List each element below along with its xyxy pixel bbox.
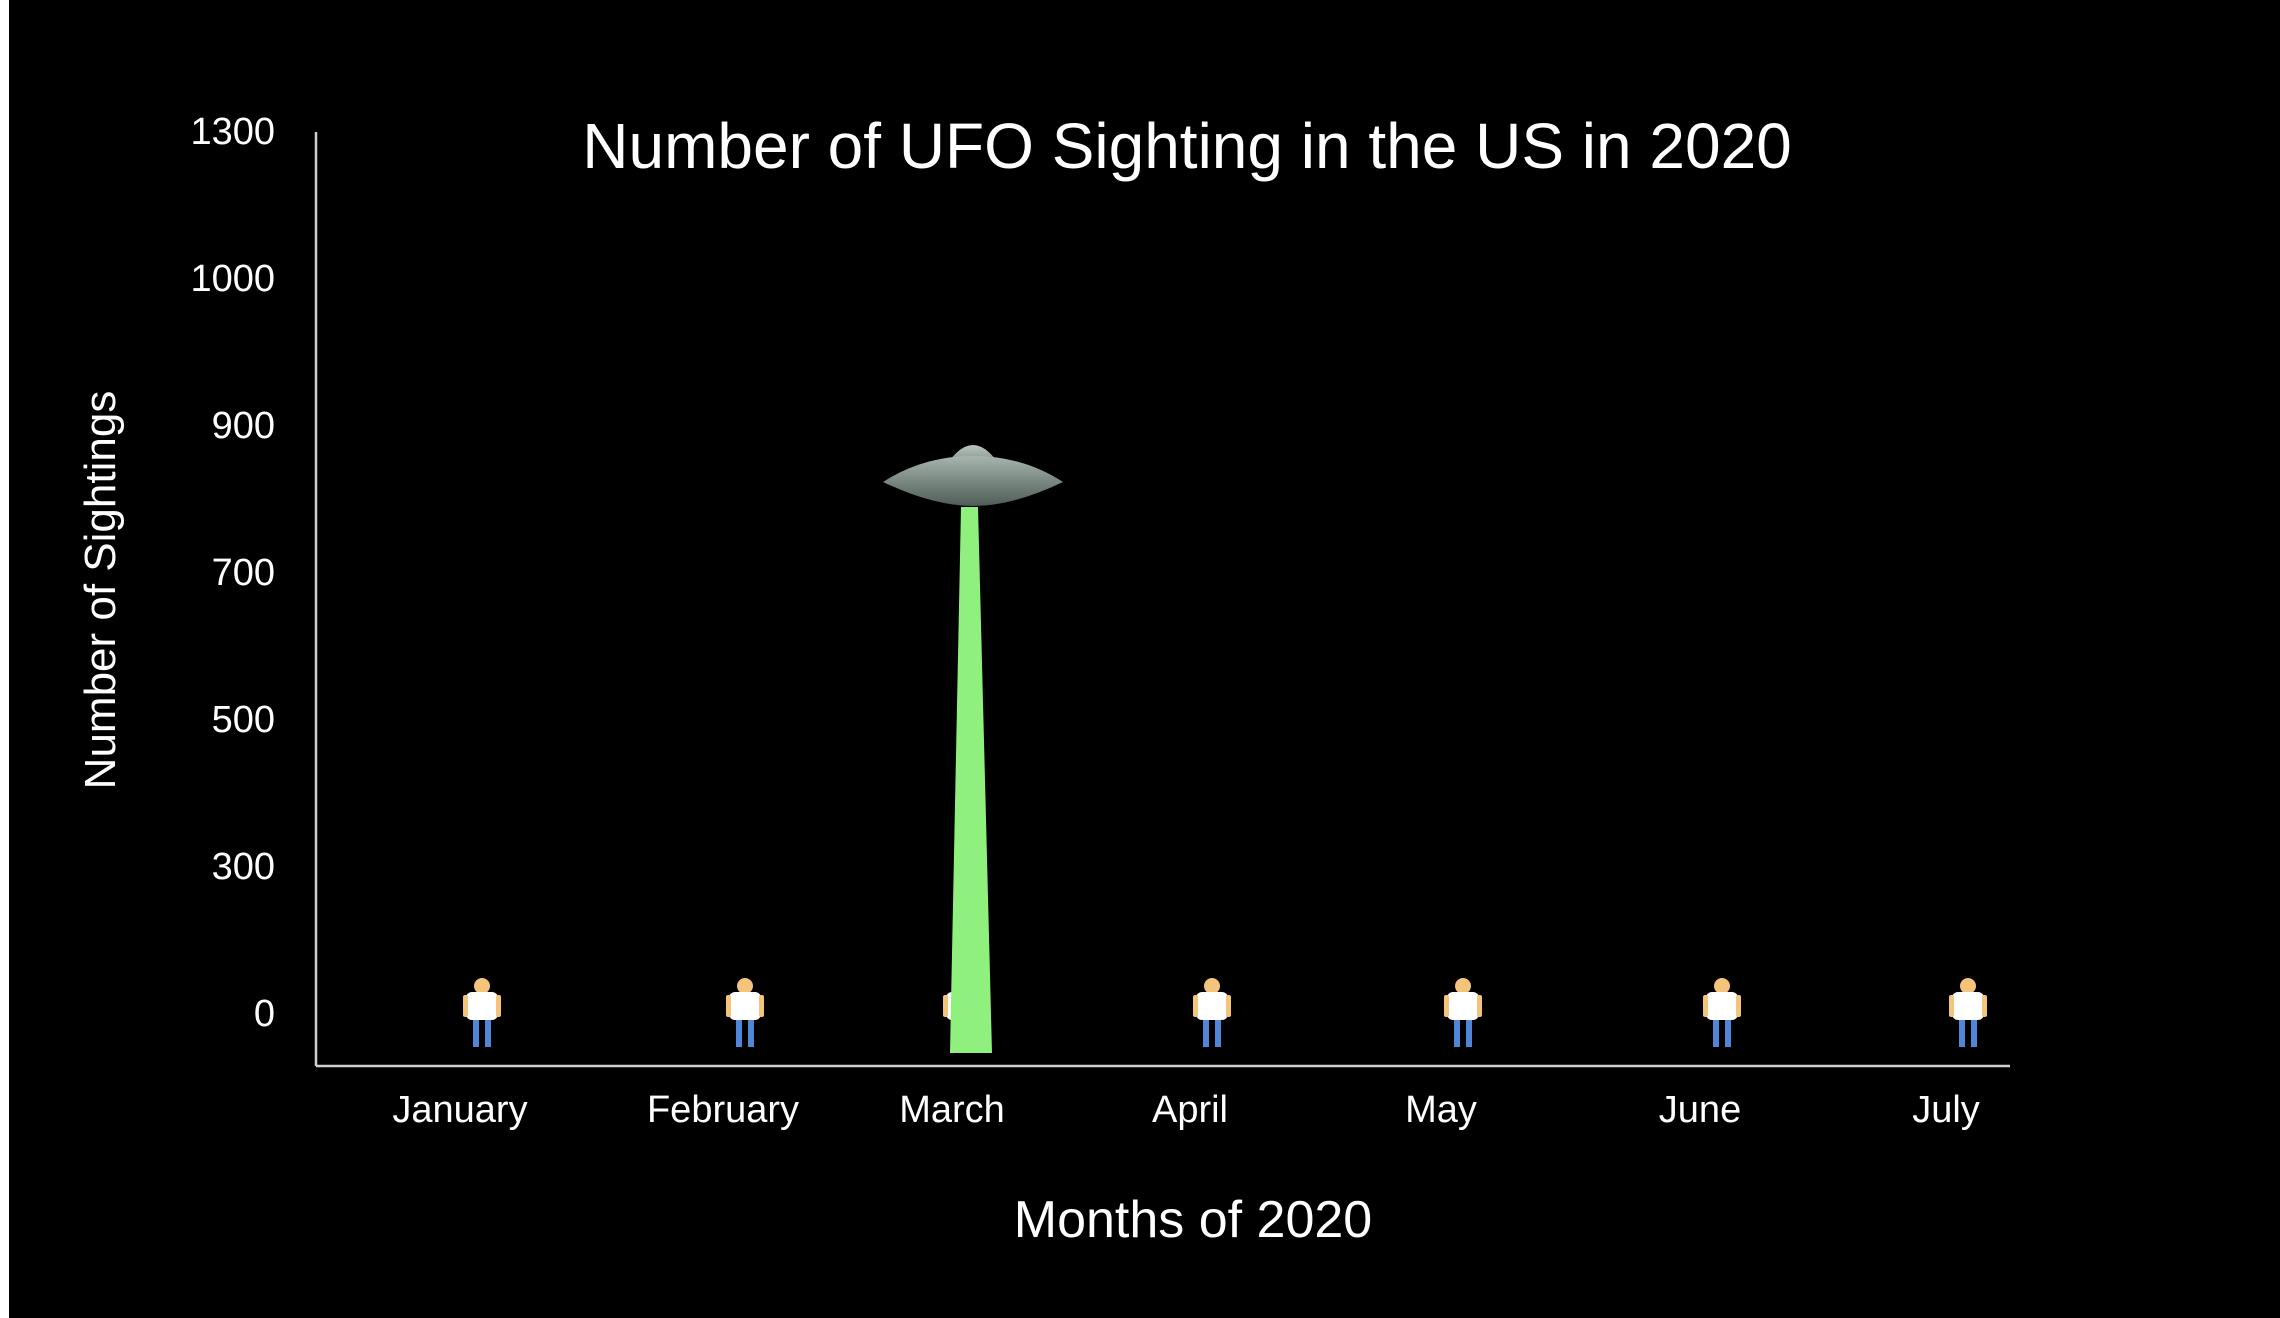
bar-july xyxy=(1949,978,1987,1047)
y-tick-labels: 0 300 500 700 900 1000 1300 xyxy=(190,111,275,1035)
person-leg xyxy=(736,1020,742,1047)
person-shirt xyxy=(466,992,498,1020)
person-leg xyxy=(1971,1020,1977,1047)
person-arm xyxy=(1949,995,1954,1017)
person-head xyxy=(1455,978,1471,994)
person-leg xyxy=(473,1020,479,1047)
y-tick-label: 300 xyxy=(212,846,275,888)
person-leg xyxy=(485,1020,491,1047)
person-shirt xyxy=(1196,992,1228,1020)
x-tick-label: June xyxy=(1659,1089,1741,1131)
person-shirt xyxy=(1952,992,1984,1020)
person-arm xyxy=(463,995,468,1017)
person-shirt xyxy=(1706,992,1738,1020)
person-icon xyxy=(1703,978,1741,1047)
bar-may xyxy=(1444,978,1482,1047)
y-tick-label: 1000 xyxy=(190,258,275,300)
y-tick-label: 0 xyxy=(254,993,275,1035)
y-axis-label: Number of Sightings xyxy=(76,391,125,790)
x-tick-label: May xyxy=(1405,1089,1477,1131)
x-tick-label: January xyxy=(392,1089,527,1131)
person-head xyxy=(737,978,753,994)
y-tick-label: 700 xyxy=(212,552,275,594)
person-arm xyxy=(496,995,501,1017)
person-head xyxy=(474,978,490,994)
x-axis-label: Months of 2020 xyxy=(1014,1191,1372,1249)
person-arm xyxy=(1736,995,1741,1017)
person-arm xyxy=(1193,995,1198,1017)
person-arm xyxy=(726,995,731,1017)
person-head xyxy=(1714,978,1730,994)
y-tick-label: 900 xyxy=(212,405,275,447)
x-tick-label: April xyxy=(1152,1089,1228,1131)
x-tick-label: February xyxy=(647,1089,799,1131)
ufo-disc xyxy=(883,456,1063,506)
person-shirt xyxy=(729,992,761,1020)
person-icon xyxy=(726,978,764,1047)
bar-january xyxy=(463,978,501,1047)
person-arm xyxy=(1226,995,1231,1017)
person-arm xyxy=(1703,995,1708,1017)
person-leg xyxy=(1454,1020,1460,1047)
bar-february xyxy=(726,978,764,1047)
person-leg xyxy=(748,1020,754,1047)
chart-title: Number of UFO Sighting in the US in 2020 xyxy=(582,110,1792,182)
chart-marks xyxy=(463,445,1987,1053)
y-tick-label: 1300 xyxy=(190,111,275,153)
person-leg xyxy=(1215,1020,1221,1047)
person-head xyxy=(1960,978,1976,994)
person-icon xyxy=(463,978,501,1047)
ufo-icon xyxy=(883,445,1063,506)
person-arm xyxy=(1982,995,1987,1017)
person-arm xyxy=(1477,995,1482,1017)
person-icon xyxy=(1949,978,1987,1047)
person-leg xyxy=(1203,1020,1209,1047)
person-leg xyxy=(1959,1020,1965,1047)
person-leg xyxy=(1713,1020,1719,1047)
bar-june xyxy=(1703,978,1741,1047)
bar-march xyxy=(883,445,1063,1053)
person-icon xyxy=(1193,978,1231,1047)
person-arm xyxy=(1444,995,1449,1017)
x-tick-labels: January February March April May June July xyxy=(392,1089,1979,1131)
person-icon xyxy=(1444,978,1482,1047)
x-tick-label: July xyxy=(1912,1089,1980,1131)
bar-april xyxy=(1193,978,1231,1047)
y-tick-label: 500 xyxy=(212,699,275,741)
beam-bar xyxy=(950,507,992,1053)
x-tick-label: March xyxy=(899,1089,1005,1131)
person-leg xyxy=(1466,1020,1472,1047)
person-shirt xyxy=(1447,992,1479,1020)
person-head xyxy=(1204,978,1220,994)
person-arm xyxy=(943,995,948,1017)
chart-background xyxy=(9,0,2280,1318)
person-leg xyxy=(1725,1020,1731,1047)
person-arm xyxy=(759,995,764,1017)
